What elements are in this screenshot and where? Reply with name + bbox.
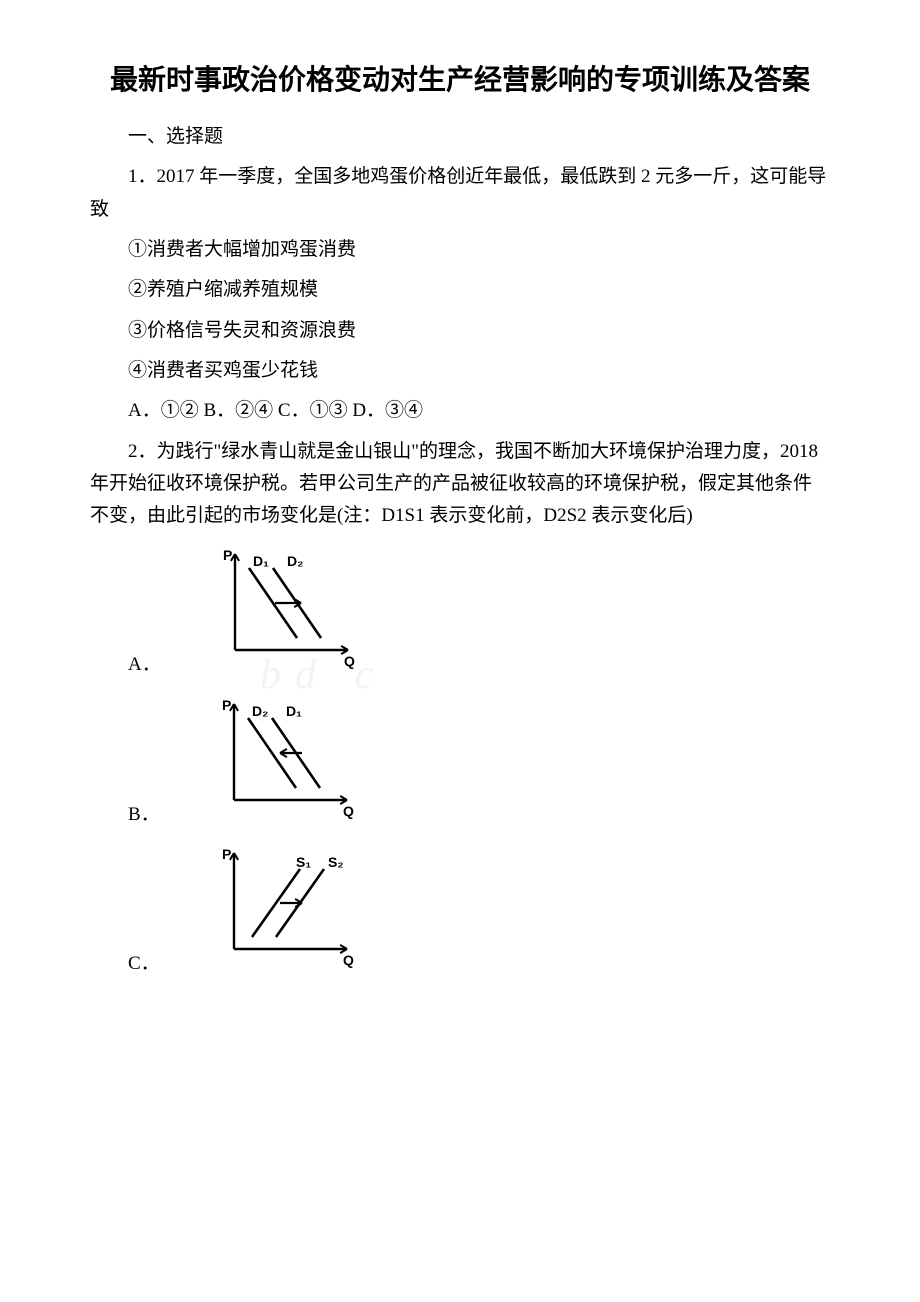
svg-text:P: P	[223, 547, 232, 563]
svg-text:D₂: D₂	[287, 553, 303, 569]
q2-chartC: P Q S₁ S₂	[168, 839, 361, 980]
q2-stem: 2．为践行"绿水青山就是金山银山"的理念，我国不断加大环境保护治理力度，2018…	[90, 436, 830, 533]
svg-text:Q: Q	[343, 803, 354, 819]
q2-optB-label: B．	[90, 799, 160, 831]
q2-optA-row: A． P Q D₁ D₂	[90, 540, 830, 681]
svg-text:Q: Q	[343, 952, 354, 968]
q1-choices: A．①② B．②④ C．①③ D．③④	[90, 395, 830, 427]
q1-opt3: ③价格信号失灵和资源浪费	[90, 315, 830, 347]
svg-text:S₁: S₁	[296, 854, 311, 870]
svg-text:D₂: D₂	[252, 703, 268, 719]
svg-text:P: P	[222, 846, 231, 862]
q1-opt4: ④消费者买鸡蛋少花钱	[90, 355, 830, 387]
svg-text:P: P	[222, 697, 231, 713]
q2-optA-label: A．	[90, 649, 161, 681]
q2-optC-label: C．	[90, 948, 160, 980]
q2-chartA: P Q D₁ D₂	[169, 540, 362, 681]
svg-text:Q: Q	[344, 653, 355, 669]
q2-optB-row: B． P Q D₂ D₁	[90, 690, 830, 831]
svg-text:D₁: D₁	[253, 553, 269, 569]
q2-chartB: P Q D₂ D₁	[168, 690, 361, 831]
q1-stem: 1．2017 年一季度，全国多地鸡蛋价格创近年最低，最低跌到 2 元多一斤，这可…	[90, 161, 830, 226]
q2-optC-row: C． P Q S₁ S₂	[90, 839, 830, 980]
page-title: 最新时事政治价格变动对生产经营影响的专项训练及答案	[90, 60, 830, 99]
section-heading: 一、选择题	[90, 121, 830, 153]
q1-opt2: ②养殖户缩减养殖规模	[90, 274, 830, 306]
q1-opt1: ①消费者大幅增加鸡蛋消费	[90, 234, 830, 266]
svg-text:S₂: S₂	[328, 854, 344, 870]
svg-text:D₁: D₁	[286, 703, 302, 719]
